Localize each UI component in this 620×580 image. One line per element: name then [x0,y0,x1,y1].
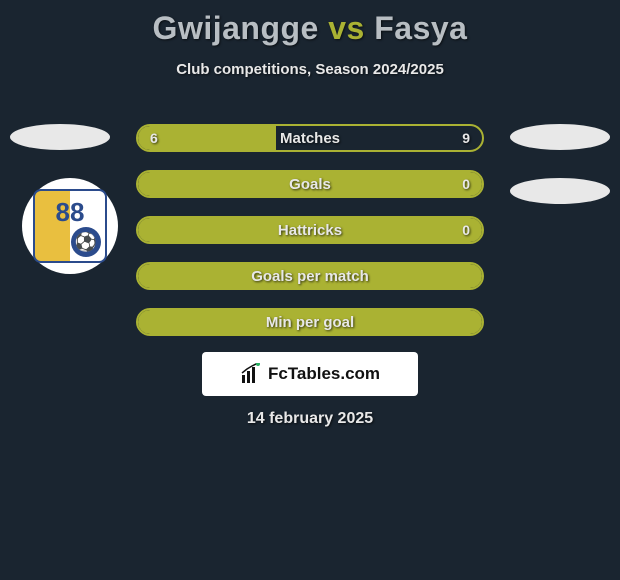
player1-name: Gwijangge [153,10,319,46]
stat-bars: 69Matches 0Goals 0Hattricks Goals per match… [136,124,484,354]
brand-chart-icon [240,363,262,385]
stat-label: Min per goal [138,310,482,334]
badge-number: 88 [35,197,105,228]
subtitle: Club competitions, Season 2024/2025 [0,61,620,78]
avatar-placeholder-right [510,124,610,150]
brand-box[interactable]: FcTables.com [202,352,418,396]
player2-name: Fasya [374,10,467,46]
stat-bar: Min per goal [136,308,484,336]
club-badge-left: 88 [22,178,118,274]
avatar-placeholder-left [10,124,110,150]
stat-bar: Goals per match [136,262,484,290]
date-text: 14 february 2025 [0,410,620,428]
stat-label: Hattricks [138,218,482,242]
badge-ball-icon [71,227,101,257]
club-placeholder-right [510,178,610,204]
stat-bar: 0Goals [136,170,484,198]
vs-text: vs [328,10,365,46]
club-badge-inner: 88 [33,189,107,263]
stat-label: Matches [138,126,482,150]
brand-text: FcTables.com [268,364,380,384]
stat-bar: 69Matches [136,124,484,152]
stat-label: Goals per match [138,264,482,288]
stat-label: Goals [138,172,482,196]
stat-bar: 0Hattricks [136,216,484,244]
page-title: Gwijangge vs Fasya [0,0,620,47]
